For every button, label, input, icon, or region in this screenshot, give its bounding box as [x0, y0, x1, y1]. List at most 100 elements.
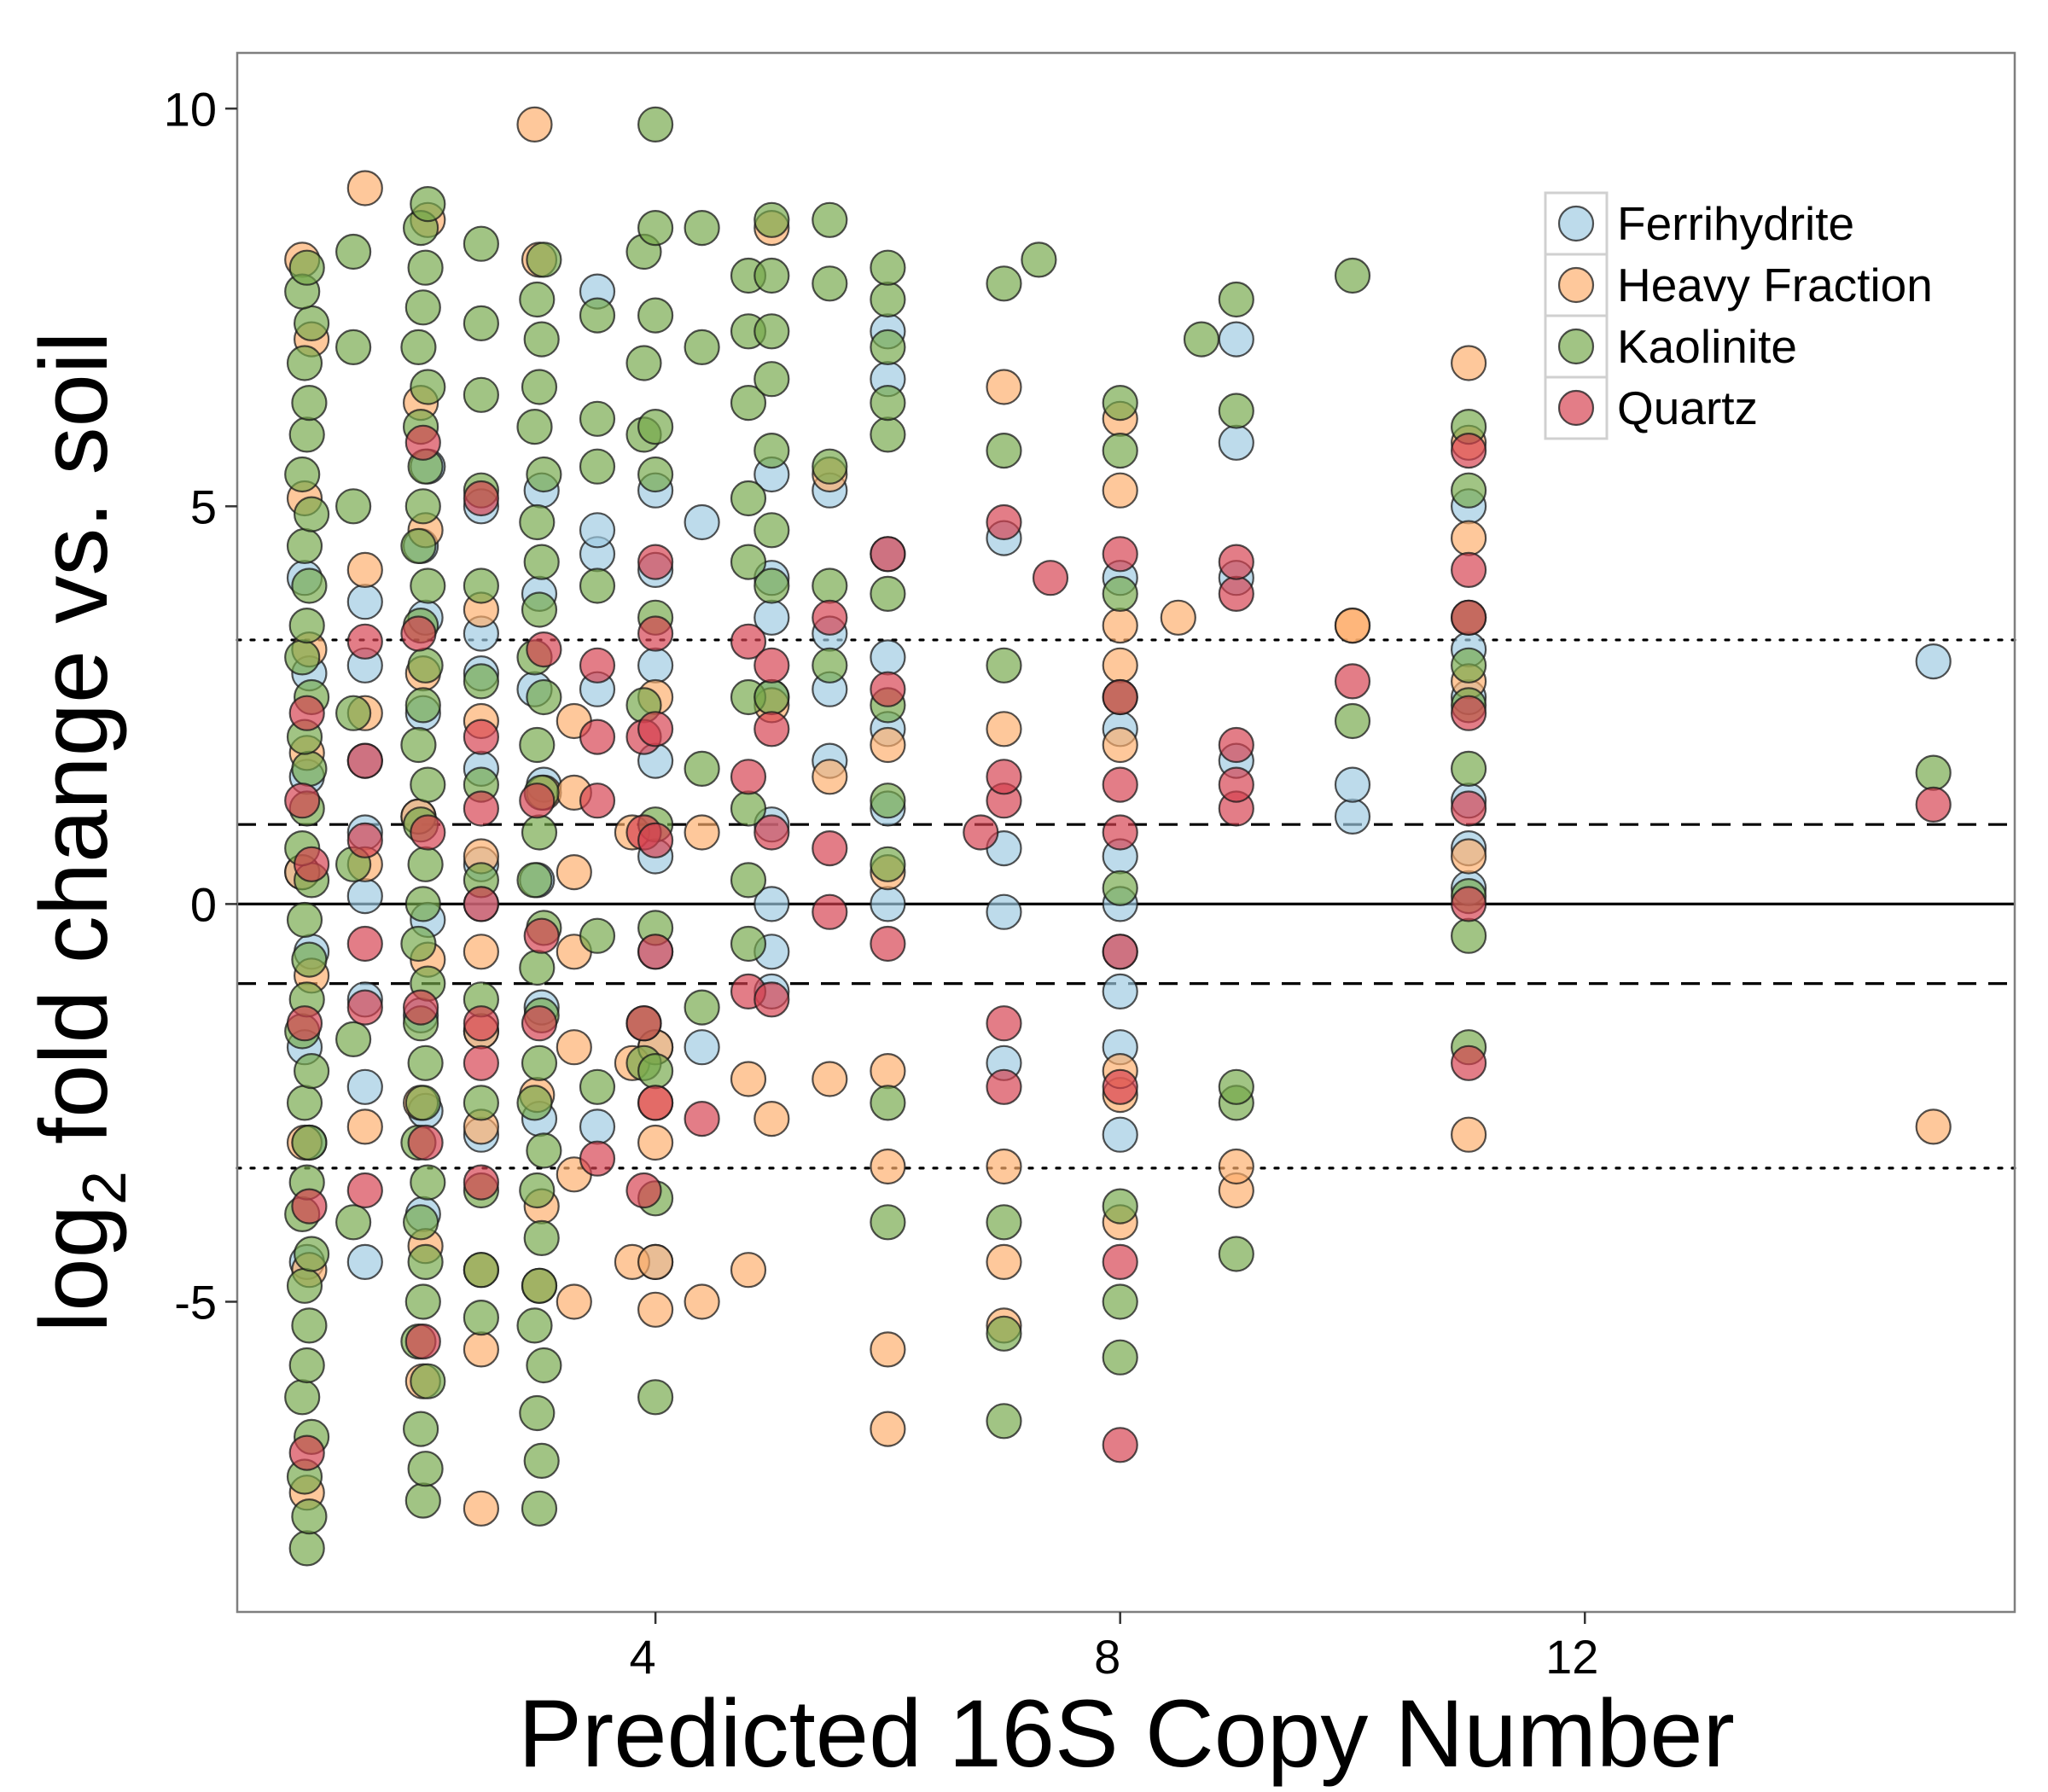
- point-kaolinite: [812, 201, 848, 238]
- point-kaolinite: [294, 1052, 330, 1090]
- point-quartz: [403, 989, 439, 1026]
- point-kaolinite: [404, 289, 441, 326]
- y-tick-label: 10: [164, 82, 217, 136]
- point-quartz: [1218, 726, 1254, 764]
- y-axis: 10 5 0 -5: [164, 82, 237, 1329]
- x-axis-title: Predicted 16S Copy Number: [518, 1680, 1735, 1787]
- point-quartz: [288, 695, 325, 731]
- point-kaolinite: [294, 305, 330, 341]
- point-quartz: [870, 671, 906, 707]
- point-heavy-fraction: [463, 1490, 500, 1527]
- point-quartz: [812, 893, 848, 930]
- point-kaolinite: [753, 512, 790, 549]
- point-kaolinite: [753, 313, 790, 350]
- point-ferrihydrite: [870, 886, 906, 922]
- point-kaolinite: [870, 385, 906, 422]
- point-quartz: [579, 1140, 616, 1177]
- point-kaolinite: [400, 527, 437, 565]
- point-ferrihydrite: [579, 512, 616, 549]
- point-kaolinite: [407, 846, 444, 882]
- point-kaolinite: [286, 345, 323, 381]
- point-kaolinite: [521, 369, 558, 405]
- point-kaolinite: [519, 1172, 556, 1209]
- point-kaolinite: [521, 1267, 558, 1304]
- point-quartz: [284, 783, 321, 819]
- point-ferrihydrite: [346, 1068, 383, 1105]
- point-kaolinite: [410, 1164, 446, 1201]
- point-kaolinite: [1450, 917, 1487, 954]
- point-kaolinite: [516, 409, 553, 445]
- point-heavy-fraction: [870, 1052, 906, 1090]
- point-kaolinite: [523, 1442, 560, 1480]
- point-kaolinite: [286, 1085, 323, 1121]
- point-kaolinite: [1218, 281, 1254, 318]
- point-kaolinite: [291, 385, 328, 422]
- point-kaolinite: [404, 886, 441, 922]
- point-kaolinite: [519, 281, 556, 318]
- point-kaolinite: [291, 941, 328, 978]
- point-kaolinite: [730, 480, 767, 517]
- point-heavy-fraction: [637, 1291, 674, 1328]
- point-kaolinite: [519, 726, 556, 764]
- point-kaolinite: [1334, 702, 1371, 740]
- point-kaolinite: [284, 639, 321, 676]
- point-kaolinite: [407, 647, 444, 684]
- point-quartz: [753, 711, 790, 748]
- point-kaolinite: [1183, 321, 1220, 358]
- point-kaolinite: [753, 257, 790, 294]
- point-heavy-fraction: [556, 1029, 592, 1066]
- point-kaolinite: [753, 361, 790, 398]
- point-heavy-fraction: [556, 1283, 592, 1320]
- point-kaolinite: [519, 1394, 556, 1432]
- point-heavy-fraction: [1102, 607, 1138, 644]
- point-heavy-fraction: [986, 711, 1022, 748]
- point-quartz: [346, 1172, 383, 1209]
- point-quartz: [519, 783, 556, 819]
- point-heavy-fraction: [463, 934, 500, 970]
- plot-panel: [236, 51, 2016, 1614]
- point-kaolinite: [637, 210, 674, 247]
- point-quartz: [684, 1100, 720, 1137]
- point-kaolinite: [637, 1052, 674, 1090]
- y-tick-label: 0: [190, 877, 217, 931]
- point-kaolinite: [410, 186, 446, 223]
- point-kaolinite: [288, 1530, 325, 1567]
- point-quartz: [400, 615, 437, 652]
- point-ferrihydrite: [1102, 1116, 1138, 1153]
- point-kaolinite: [407, 1243, 444, 1281]
- point-kaolinite: [523, 544, 560, 580]
- point-kaolinite: [404, 687, 441, 724]
- point-kaolinite: [526, 678, 562, 716]
- point-quartz: [986, 759, 1022, 795]
- point-quartz: [286, 1005, 323, 1042]
- y-axis-title: log2 fold change vs. soil: [20, 331, 139, 1332]
- point-heavy-fraction: [1160, 599, 1196, 636]
- point-quartz: [625, 1005, 662, 1042]
- point-quartz: [346, 623, 383, 660]
- point-kaolinite: [403, 1204, 439, 1241]
- point-quartz: [1450, 790, 1487, 827]
- legend-label-kaolinite: Kaolinite: [1617, 320, 1797, 373]
- point-quartz: [963, 814, 999, 851]
- point-kaolinite: [286, 527, 323, 565]
- point-quartz: [637, 822, 674, 858]
- point-kaolinite: [579, 917, 616, 954]
- point-kaolinite: [753, 201, 790, 238]
- point-quartz: [1102, 678, 1138, 716]
- point-kaolinite: [812, 265, 848, 302]
- point-quartz: [753, 647, 790, 684]
- x-tick-label: 12: [1545, 1630, 1598, 1684]
- point-quartz: [637, 615, 674, 652]
- point-ferrihydrite: [1915, 643, 1952, 680]
- point-kaolinite: [812, 647, 848, 684]
- point-quartz: [463, 1044, 500, 1081]
- point-quartz: [730, 623, 767, 660]
- point-heavy-fraction: [1450, 345, 1487, 381]
- point-quartz: [870, 925, 906, 963]
- point-quartz: [1450, 886, 1487, 922]
- point-kaolinite: [1021, 241, 1057, 278]
- point-quartz: [1218, 544, 1254, 580]
- point-quartz: [753, 981, 790, 1018]
- point-heavy-fraction: [730, 1252, 767, 1289]
- point-quartz: [410, 814, 446, 851]
